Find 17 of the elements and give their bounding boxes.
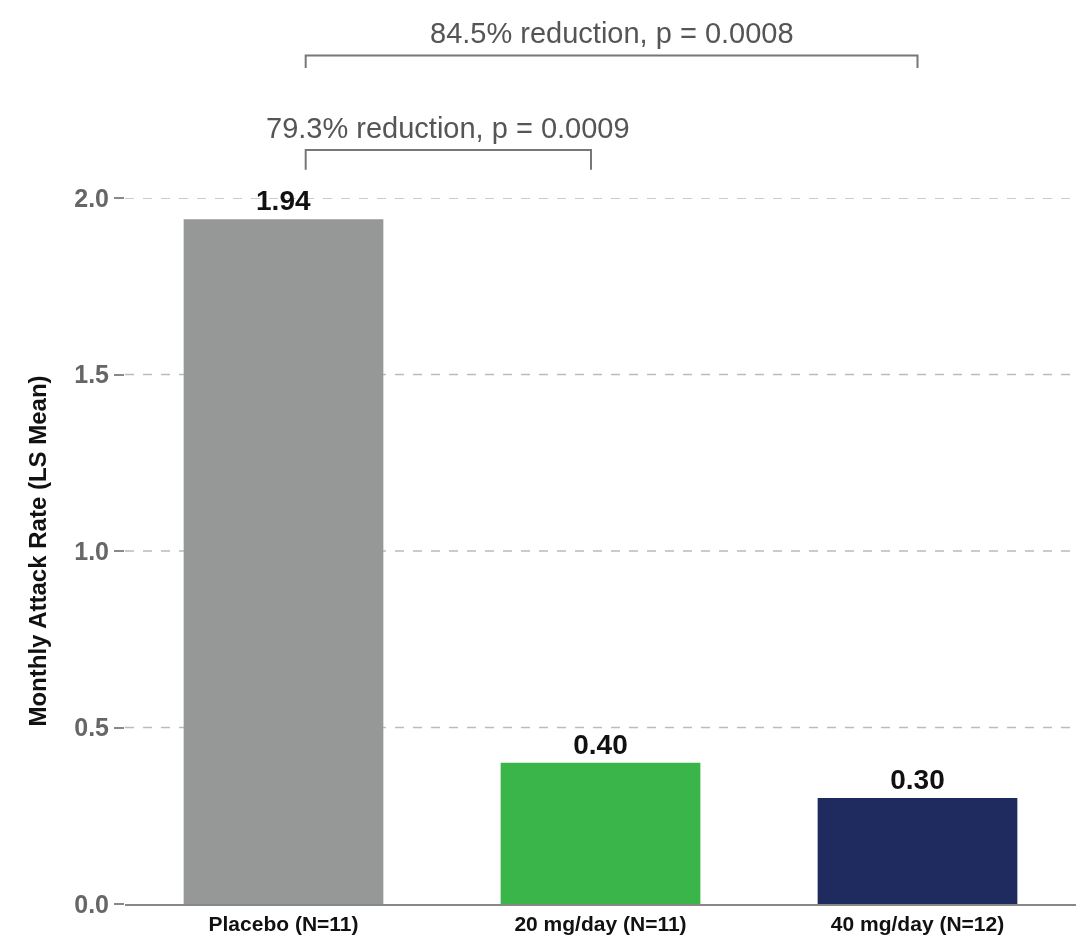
y-axis-title: Monthly Attack Rate (LS Mean)	[24, 375, 52, 727]
y-tick-label: 1.0	[74, 536, 109, 565]
data-label: 0.30	[890, 764, 945, 796]
text: 84.5% reduction, p = 0.0008	[430, 17, 794, 49]
data-label: 0.40	[573, 728, 628, 760]
text: 79.3% reduction, p = 0.0009	[266, 112, 630, 144]
bar	[183, 219, 384, 904]
y-tick-label: 0.5	[74, 713, 110, 742]
x-tick-label: 20 mg/day (N=11)	[514, 912, 687, 936]
bar	[500, 762, 701, 904]
x-tick-label: 40 mg/day (N=12)	[830, 912, 1005, 936]
y-tick-label: 2.0	[74, 183, 109, 212]
x-tick-label: Placebo (N=11)	[208, 912, 359, 936]
bar	[817, 798, 1018, 904]
y-tick-label: 0.0	[74, 889, 109, 918]
y-tick-label: 1.5	[74, 360, 110, 389]
data-label: 1.94	[256, 185, 311, 217]
